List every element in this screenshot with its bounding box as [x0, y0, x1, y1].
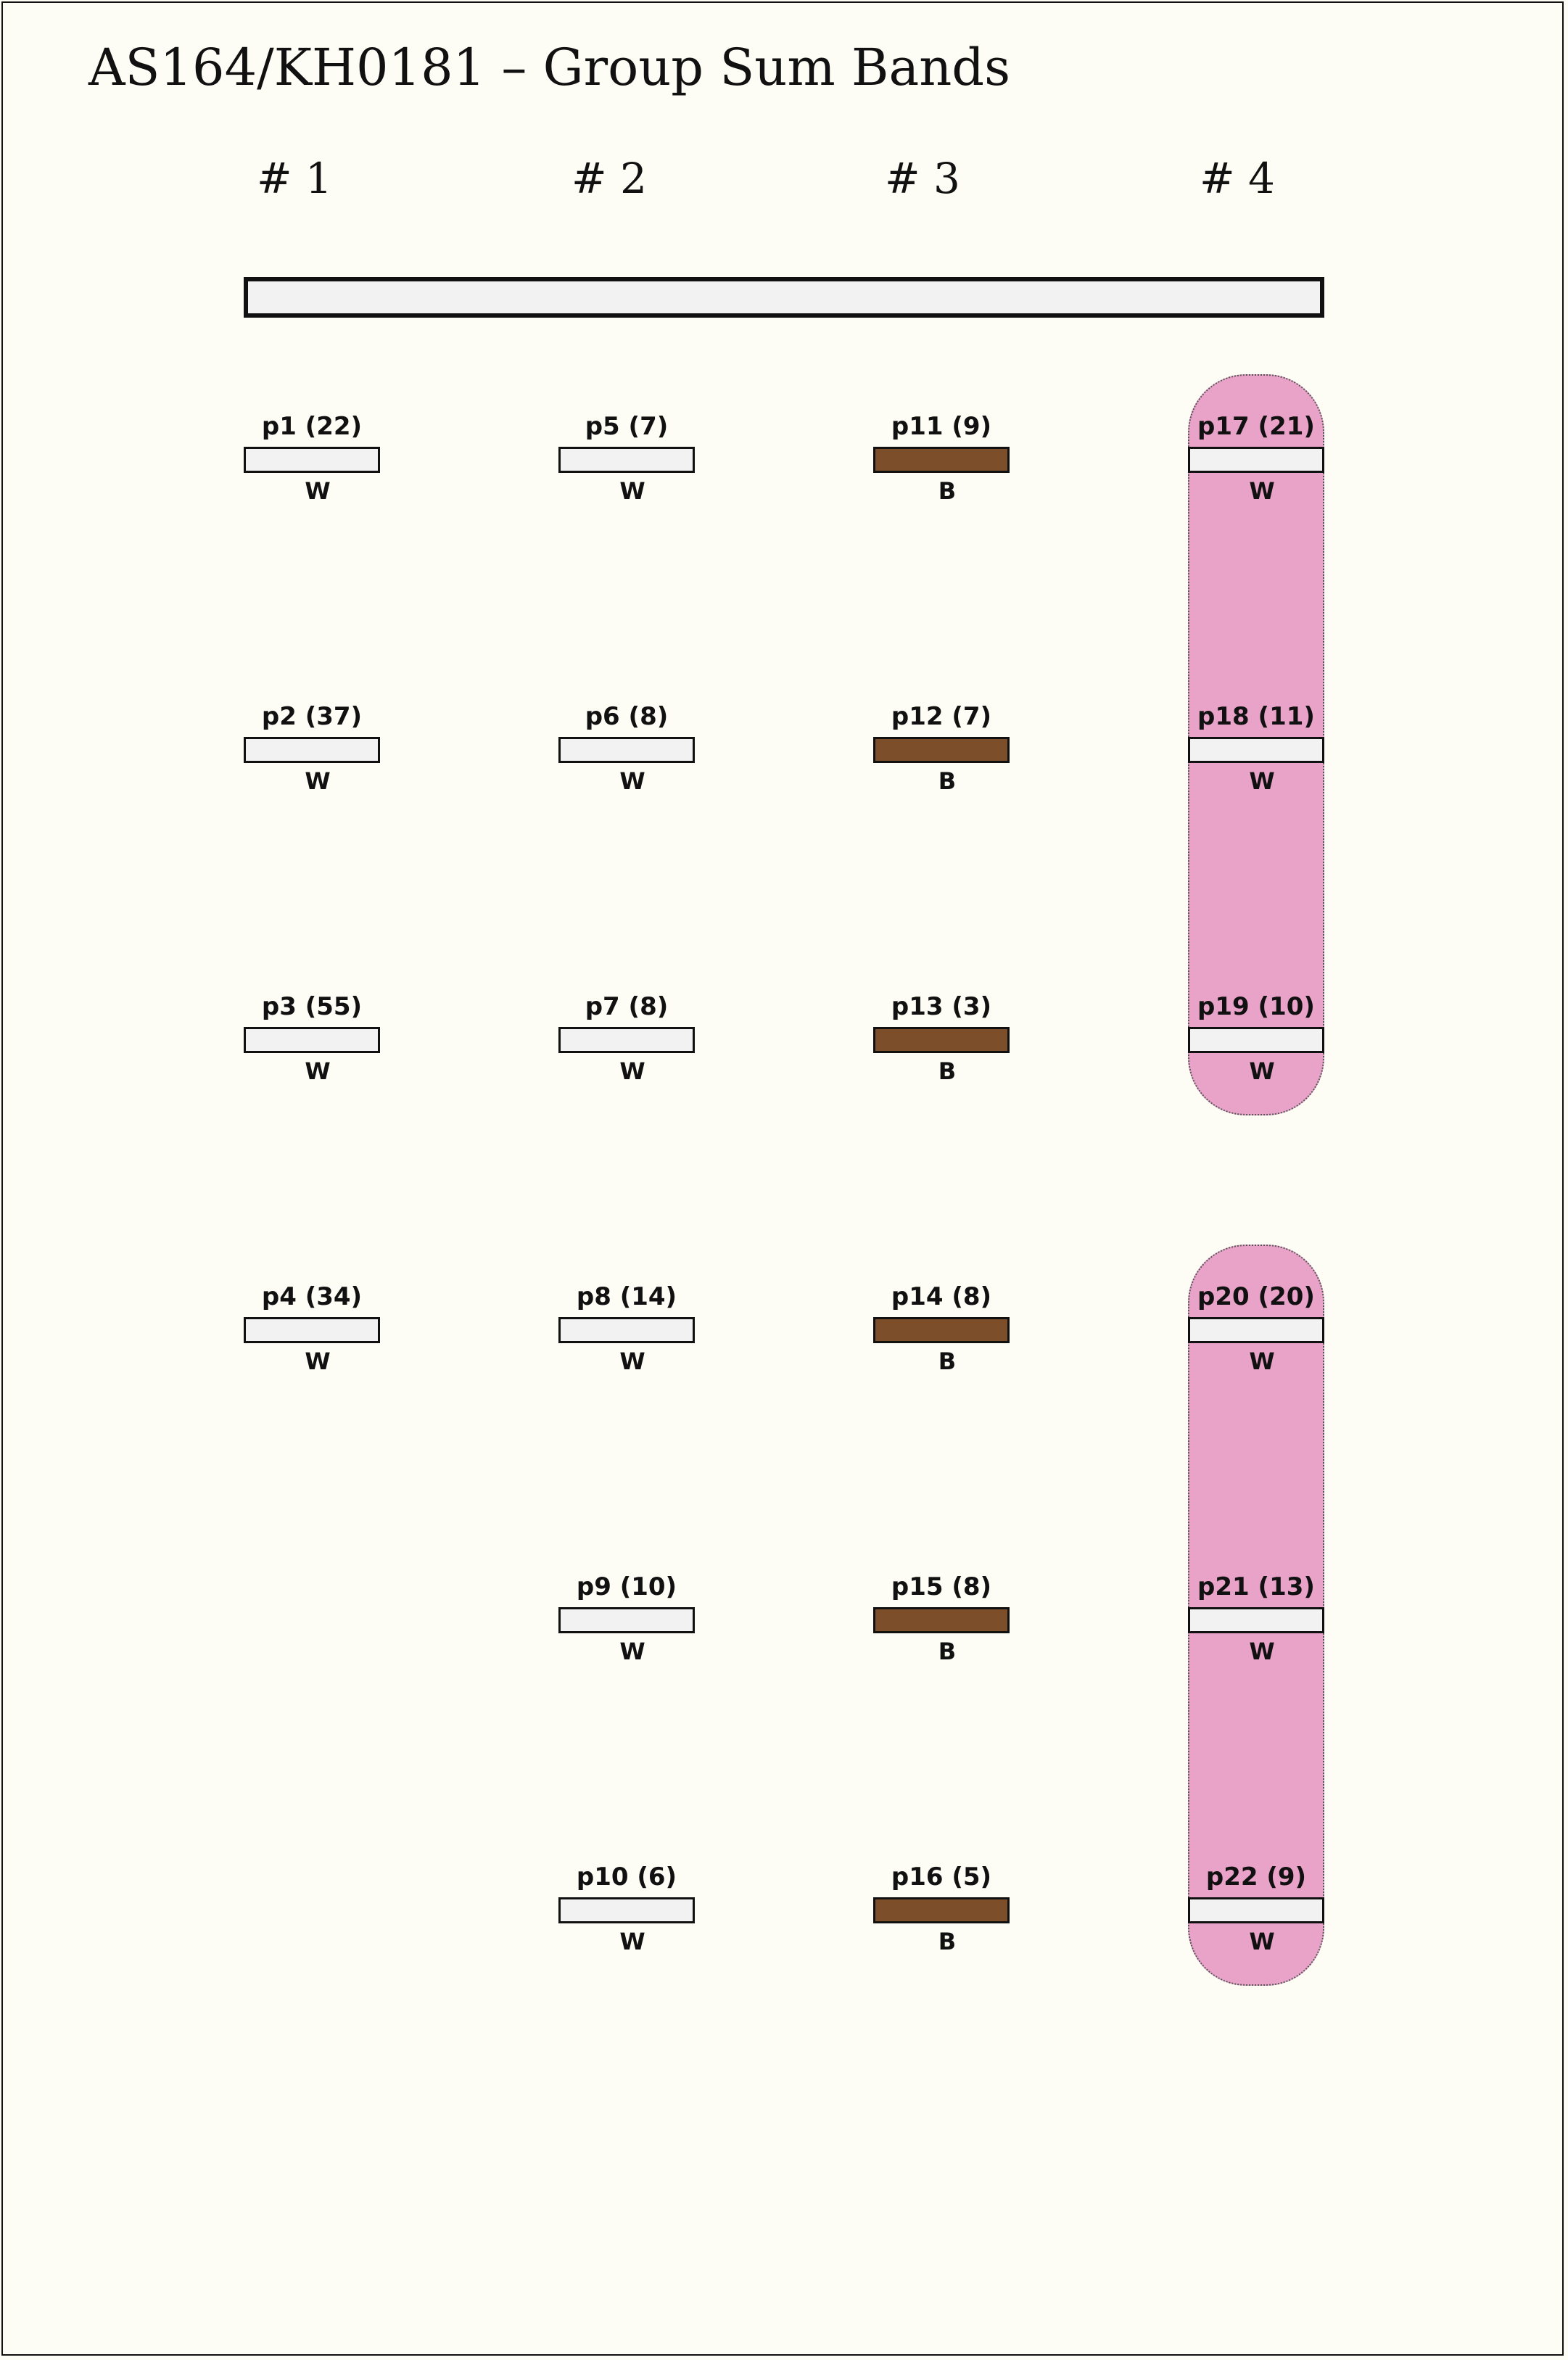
band-bar	[873, 447, 1010, 473]
band-label: p19 (10)	[1197, 992, 1315, 1021]
band-label: p12 (7)	[891, 702, 992, 731]
band-label: p14 (8)	[891, 1282, 992, 1311]
band-label: p6 (8)	[585, 702, 669, 731]
column-header-4: # 4	[1200, 154, 1275, 203]
band-label: p3 (55)	[261, 992, 363, 1021]
band-label: p9 (10)	[576, 1572, 677, 1601]
band-bar	[1188, 1607, 1324, 1633]
band-label: p20 (20)	[1197, 1282, 1315, 1311]
band-label: p10 (6)	[576, 1862, 677, 1891]
band-code: B	[938, 477, 957, 505]
band-bar	[1188, 1317, 1324, 1343]
band-bar	[873, 1317, 1010, 1343]
band-label: p7 (8)	[585, 992, 669, 1021]
band-bar	[244, 1027, 380, 1053]
band-label: p17 (21)	[1197, 412, 1315, 441]
band-label: p22 (9)	[1205, 1862, 1307, 1891]
band-bar	[873, 1027, 1010, 1053]
band-code: W	[619, 1638, 645, 1665]
band-code: W	[1249, 767, 1275, 795]
band-label: p5 (7)	[585, 412, 669, 441]
band-code: W	[305, 767, 331, 795]
column-header-1: # 1	[257, 154, 332, 203]
band-bar	[873, 1897, 1010, 1923]
band-code: W	[619, 767, 645, 795]
band-code: W	[1249, 477, 1275, 505]
band-label: p21 (13)	[1197, 1572, 1315, 1601]
band-bar	[244, 447, 380, 473]
band-code: B	[938, 1057, 957, 1085]
main-sum-bar	[244, 277, 1324, 318]
band-bar	[1188, 1027, 1324, 1053]
band-code: W	[1249, 1348, 1275, 1375]
band-code: W	[619, 1928, 645, 1955]
band-label: p4 (34)	[261, 1282, 363, 1311]
band-code: B	[938, 1638, 957, 1665]
band-label: p2 (37)	[261, 702, 363, 731]
band-bar	[244, 737, 380, 763]
band-bar	[873, 1607, 1010, 1633]
band-label: p16 (5)	[891, 1862, 992, 1891]
band-label: p18 (11)	[1197, 702, 1315, 731]
band-label: p1 (22)	[261, 412, 363, 441]
band-bar	[1188, 737, 1324, 763]
band-bar	[873, 737, 1010, 763]
band-label: p13 (3)	[891, 992, 992, 1021]
band-bar	[1188, 1897, 1324, 1923]
band-code: W	[619, 477, 645, 505]
band-label: p8 (14)	[576, 1282, 677, 1311]
column-header-3: # 3	[885, 154, 960, 203]
band-label: p11 (9)	[891, 412, 992, 441]
band-bar	[558, 737, 695, 763]
band-code: W	[1249, 1928, 1275, 1955]
band-code: W	[305, 1348, 331, 1375]
page-title: AS164/KH0181 – Group Sum Bands	[88, 38, 1011, 97]
band-code: W	[1249, 1057, 1275, 1085]
band-bar	[558, 1897, 695, 1923]
band-bar	[558, 1607, 695, 1633]
band-code: W	[619, 1057, 645, 1085]
column-header-2: # 2	[572, 154, 647, 203]
band-code: W	[619, 1348, 645, 1375]
band-code: W	[305, 1057, 331, 1085]
band-bar	[1188, 447, 1324, 473]
band-code: W	[1249, 1638, 1275, 1665]
band-bar	[244, 1317, 380, 1343]
band-code: B	[938, 1928, 957, 1955]
band-bar	[558, 1027, 695, 1053]
band-bar	[558, 1317, 695, 1343]
band-label: p15 (8)	[891, 1572, 992, 1601]
band-code: W	[305, 477, 331, 505]
band-code: B	[938, 767, 957, 795]
band-bar	[558, 447, 695, 473]
band-code: B	[938, 1348, 957, 1375]
